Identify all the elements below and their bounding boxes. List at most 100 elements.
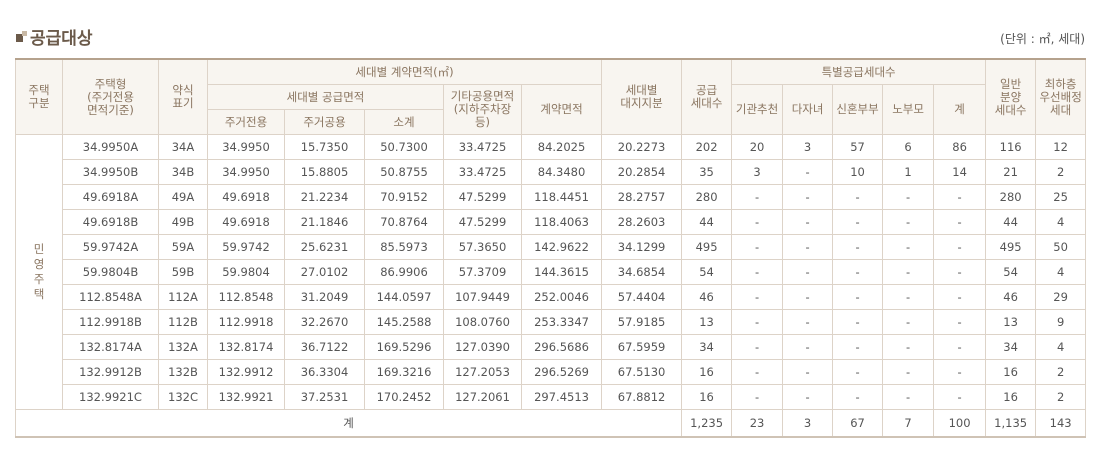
data-cell: 44 [681,209,733,235]
data-cell: 21 [985,159,1037,185]
data-cell: 57.9185 [601,309,683,335]
data-cell: 495 [985,234,1037,260]
data-cell: 34A [158,134,208,160]
data-cell: 15.7350 [284,134,365,160]
total-cell: 1,235 [681,409,733,438]
data-cell: - [782,359,834,385]
header-cell: 기타공용면적 (지하주차장 등) [443,84,522,135]
header-cell: 다자녀 [782,84,834,135]
data-cell: 29 [1035,284,1087,310]
table-body: 민 영 주 택 34.9950A 34A 34.9950 15.7350 50.7300 3… [14,134,1087,438]
data-cell: 34 [681,334,733,360]
data-cell: - [782,384,834,410]
data-cell: 21.2234 [284,184,365,210]
data-cell: 108.0760 [443,309,522,335]
data-cell: 170.2452 [364,384,444,410]
data-cell: 32.2670 [284,309,365,335]
header-cell: 노부모 [882,84,935,135]
header-cell: 주거전용 [207,109,285,135]
data-cell: - [882,259,935,285]
data-cell: 16 [681,384,733,410]
total-label: 계 [14,409,683,438]
section-title: 공급대상 [16,24,93,49]
total-row: 계 1,235 23 3 67 7 100 1,135 143 [14,409,1087,438]
data-cell: 2 [1035,384,1087,410]
table-row: 민 영 주 택 34.9950A 34A 34.9950 15.7350 50.7300 3… [15,134,1087,410]
data-cell: 132B [158,359,208,385]
data-cell: 280 [681,184,733,210]
data-cell: 85.5973 [364,234,444,260]
data-cell: - [832,309,884,335]
data-cell: 35 [681,159,733,185]
unit-label: (단위 : ㎡, 세대) [1000,32,1085,46]
table-row: 49.6918A 49A 49.6918 21.2234 70.9152 47.5299 1… [16,184,1087,210]
data-cell: - [832,209,884,235]
data-cell: 3 [782,134,834,160]
data-cell: 132.9912 [207,359,285,385]
data-cell: 132A [158,334,208,360]
data-cell: 118.4451 [520,184,603,210]
data-cell: - [933,284,987,310]
data-cell: 57.4404 [601,284,683,310]
data-cell: 169.3216 [364,359,444,385]
data-cell: - [731,184,784,210]
data-cell: 112.8548A [62,284,159,310]
data-cell: - [731,209,784,235]
data-cell: 46 [681,284,733,310]
data-cell: 34.9950 [207,159,285,185]
data-cell: 112B [158,309,208,335]
data-cell: 28.2757 [601,184,683,210]
data-cell: 49.6918 [207,209,285,235]
data-cell: - [832,259,884,285]
data-cell: 132.8174A [62,334,159,360]
data-cell: 296.5269 [520,359,603,385]
data-cell: 118.4063 [520,209,603,235]
data-cell: 15.8805 [284,159,365,185]
header-cell: 계 [933,84,987,135]
data-cell: 116 [985,134,1037,160]
data-cell: 57.3709 [443,259,522,285]
data-cell: - [782,209,834,235]
data-cell: 13 [985,309,1037,335]
data-cell: 127.0390 [443,334,522,360]
data-cell: 132.9921C [62,384,159,410]
data-cell: 1 [882,159,935,185]
data-cell: 25.6231 [284,234,365,260]
data-cell: 49.6918A [62,184,159,210]
data-cell: 297.4513 [520,384,603,410]
data-cell: 59B [158,259,208,285]
data-cell: 296.5686 [520,334,603,360]
data-cell: 2 [1035,359,1087,385]
group-cell: 민 영 주 택 [15,134,63,410]
data-cell: - [882,309,935,335]
table-row: 34.9950B 34B 34.9950 15.8805 50.8755 33.4725 8… [16,159,1087,185]
table-row: 132.9921C 132C 132.9921 37.2531 170.2452 127.… [16,384,1087,410]
data-cell: - [731,309,784,335]
data-cell: 34 [985,334,1037,360]
header-cell: 주택형 (주거전용 면적기준) [62,58,159,135]
header-cell: 소계 [364,109,444,135]
data-cell: - [832,334,884,360]
data-cell: - [731,359,784,385]
data-cell: 70.9152 [364,184,444,210]
data-cell: 169.5296 [364,334,444,360]
data-cell: 142.9622 [520,234,603,260]
data-cell: 44 [985,209,1037,235]
data-cell: - [882,234,935,260]
data-cell: - [882,334,935,360]
header-cell: 일반 분양 세대수 [985,58,1037,135]
table-row: 112.9918B 112B 112.9918 32.2670 145.2588 108.… [16,309,1087,335]
table-row: 132.8174A 132A 132.8174 36.7122 169.5296 127.… [16,334,1087,360]
data-cell: 86.9906 [364,259,444,285]
header-cell: 특별공급세대수 [731,58,987,85]
total-cell: 23 [731,409,784,438]
total-cell: 1,135 [985,409,1037,438]
data-cell: - [933,259,987,285]
data-cell: 36.3304 [284,359,365,385]
data-cell: 33.4725 [443,159,522,185]
data-cell: 20.2854 [601,159,683,185]
data-cell: - [933,309,987,335]
data-cell: 2 [1035,159,1087,185]
data-cell: 70.8764 [364,209,444,235]
table-row: 132.9912B 132B 132.9912 36.3304 169.3216 127.… [16,359,1087,385]
